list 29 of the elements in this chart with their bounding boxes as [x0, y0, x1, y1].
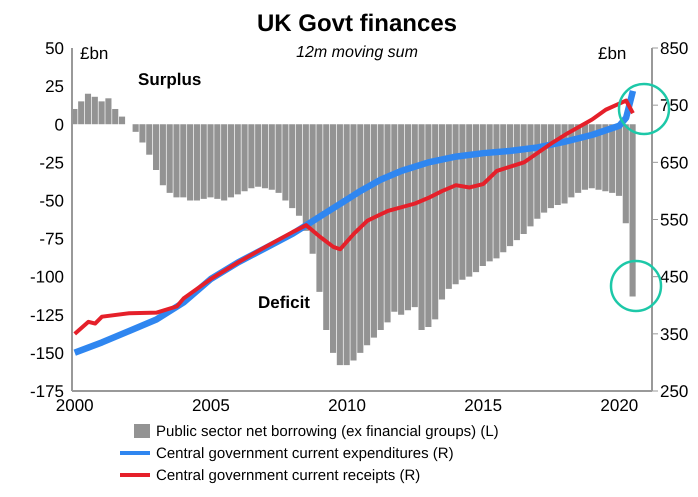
- y-tick-label: -125: [30, 306, 64, 325]
- legend-label: Central government current receipts (R): [156, 466, 420, 484]
- y-tick-label: 50: [45, 39, 64, 58]
- y2-tick-label: 650: [660, 153, 688, 172]
- annotation: Deficit: [258, 293, 310, 313]
- chart-subtitle: 12m moving sum: [296, 44, 418, 61]
- x-tick-label: 2005: [192, 396, 230, 416]
- y-tick-label: 25: [45, 77, 64, 96]
- x-tick-label: 2020: [600, 396, 638, 416]
- y2-tick-label: 250: [660, 382, 688, 402]
- y-tick-label: -100: [30, 268, 64, 287]
- y2-tick-label: 550: [660, 210, 688, 230]
- y2-tick-label: 450: [660, 268, 688, 287]
- y-tick-label: 0: [54, 115, 64, 134]
- y-tick-label: -150: [30, 344, 64, 363]
- y2-tick-label: 850: [660, 39, 688, 58]
- legend-label: Central government current expenditures (R): [156, 444, 454, 462]
- chart-title: UK Govt finances: [256, 10, 458, 38]
- y-tick-label: -50: [39, 191, 64, 210]
- y2-axis-title: £bn: [598, 44, 626, 64]
- x-tick-label: 2000: [56, 396, 94, 416]
- annotation: Surplus: [138, 70, 202, 90]
- x-tick-label: 2015: [464, 396, 502, 416]
- y2-tick-label: 350: [660, 324, 688, 344]
- y-axis-title: £bn: [80, 44, 108, 64]
- legend-label: Public sector net borrowing (ex financial groups) (L): [156, 422, 499, 440]
- y-tick-label: -75: [39, 230, 64, 249]
- x-tick-label: 2010: [328, 396, 366, 416]
- y-tick-label: -25: [39, 153, 64, 172]
